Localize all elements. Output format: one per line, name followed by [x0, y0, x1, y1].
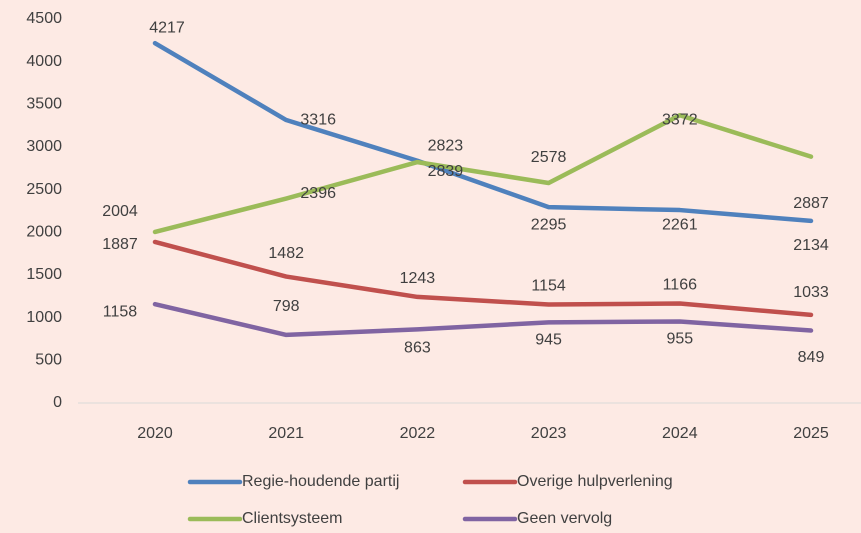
- x-tick-label: 2024: [662, 425, 698, 442]
- data-label: 798: [273, 298, 300, 315]
- y-tick-label: 3500: [26, 96, 62, 113]
- x-tick-label: 2021: [268, 425, 304, 442]
- legend-label: Regie-houdende partij: [242, 473, 399, 490]
- data-label: 1166: [663, 277, 698, 294]
- data-label: 1887: [102, 236, 138, 253]
- series-line: [152, 301, 814, 338]
- data-label: 849: [798, 349, 825, 366]
- y-tick-label: 1000: [26, 309, 62, 326]
- data-label: 1154: [531, 278, 566, 295]
- y-tick-label: 3000: [26, 138, 62, 155]
- data-label: 3372: [662, 111, 698, 128]
- y-tick-label: 4000: [26, 53, 62, 70]
- legend-label: Geen vervolg: [517, 510, 612, 527]
- data-label: 3316: [300, 111, 336, 128]
- x-tick-label: 2025: [793, 425, 829, 442]
- y-tick-label: 0: [53, 394, 62, 411]
- data-label: 2823: [428, 137, 464, 154]
- data-label: 1482: [268, 245, 304, 262]
- data-label: 1243: [400, 270, 436, 287]
- data-label: 4217: [149, 19, 185, 36]
- series-line: [152, 40, 814, 224]
- data-label: 2004: [102, 203, 138, 220]
- y-tick-label: 2000: [26, 224, 62, 241]
- series-line: [152, 113, 814, 235]
- data-label: 1033: [793, 284, 829, 301]
- legend-label: Overige hulpverlening: [517, 473, 673, 490]
- data-label: 2578: [531, 149, 567, 166]
- y-tick-label: 2500: [26, 181, 62, 198]
- y-tick-label: 1500: [26, 266, 62, 283]
- data-label: 2295: [531, 216, 567, 233]
- data-label: 955: [666, 331, 693, 348]
- x-tick-label: 2023: [531, 425, 567, 442]
- data-label: 863: [404, 340, 431, 357]
- data-label: 2839: [428, 163, 464, 180]
- series-line: [152, 239, 814, 318]
- data-label: 2261: [662, 216, 698, 233]
- data-label: 945: [535, 332, 562, 349]
- y-tick-label: 500: [35, 352, 62, 369]
- x-tick-label: 2020: [137, 425, 173, 442]
- data-label: 2396: [300, 185, 336, 202]
- y-tick-label: 4500: [26, 10, 62, 27]
- data-label: 1158: [103, 303, 138, 320]
- data-label: 2134: [793, 237, 829, 254]
- data-label: 2887: [793, 195, 829, 212]
- legend-label: Clientsysteem: [242, 510, 342, 527]
- x-tick-label: 2022: [400, 425, 436, 442]
